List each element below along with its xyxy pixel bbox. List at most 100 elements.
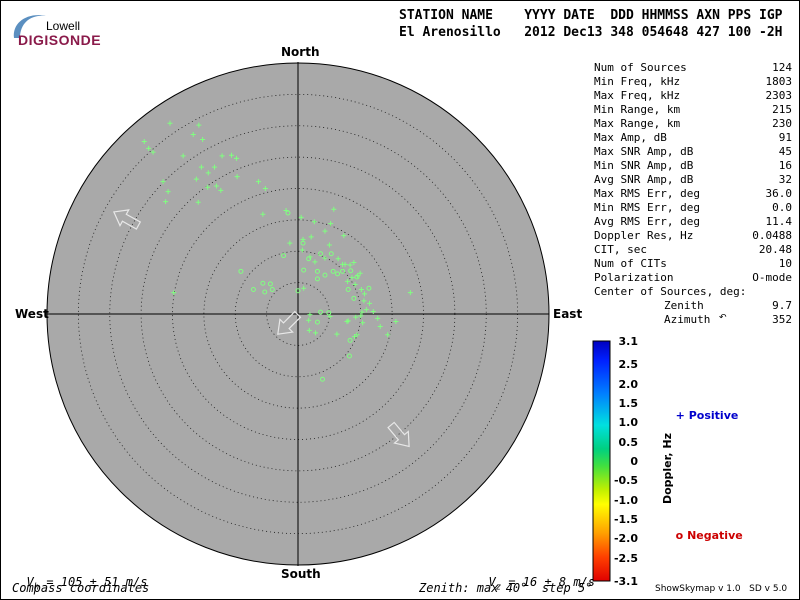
negative-source-marker bbox=[354, 274, 360, 280]
stat-label: Min SNR Amp, dB bbox=[594, 159, 694, 172]
positive-source-marker bbox=[205, 170, 211, 176]
negative-source-marker bbox=[301, 267, 307, 273]
positive-source-marker bbox=[287, 240, 293, 246]
stat-label: Max Range, km bbox=[594, 117, 681, 130]
positive-source-marker bbox=[349, 275, 355, 281]
stat-value: 45 bbox=[778, 145, 792, 158]
stat-label: Max Freq, kHz bbox=[594, 89, 681, 102]
positive-source-marker bbox=[313, 330, 319, 336]
positive-source-marker bbox=[234, 174, 240, 180]
positive-source-marker bbox=[196, 122, 202, 128]
stat-value: 16 bbox=[778, 159, 792, 172]
drift-velocity-arrow bbox=[387, 421, 410, 448]
stat-value: 0.0488 bbox=[752, 229, 792, 242]
stat-label: Max Amp, dB bbox=[594, 131, 667, 144]
stat-value: 215 bbox=[772, 103, 792, 116]
center-of-sources-label: Center of Sources, deg: bbox=[594, 285, 747, 298]
positive-source-marker bbox=[345, 278, 351, 284]
azimuth-value: 352 bbox=[772, 313, 792, 326]
positive-source-marker bbox=[307, 312, 313, 318]
stat-value: 32 bbox=[778, 173, 792, 186]
positive-source-marker bbox=[219, 153, 225, 159]
positive-source-marker bbox=[195, 199, 201, 205]
legend-positive: + Positive bbox=[675, 409, 739, 422]
stat-row: Min RMS Err, deg 0.0 bbox=[594, 201, 792, 215]
stat-label: Num of Sources bbox=[594, 61, 687, 74]
stat-label: Avg SNR Amp, dB bbox=[594, 173, 694, 186]
drift-velocity-arrow bbox=[277, 310, 302, 335]
negative-source-marker bbox=[250, 287, 256, 293]
negative-source-marker bbox=[306, 256, 312, 262]
colorbar-tick-label: 0.5 bbox=[618, 435, 639, 449]
positive-source-marker bbox=[363, 307, 369, 313]
stat-value: O-mode bbox=[752, 271, 792, 284]
positive-source-marker bbox=[362, 291, 368, 297]
negative-source-marker bbox=[328, 251, 334, 257]
stat-value: 124 bbox=[772, 61, 792, 74]
colorbar-tick-label: 2.0 bbox=[618, 377, 639, 391]
positive-source-marker bbox=[322, 228, 328, 234]
positive-source-marker bbox=[306, 317, 312, 323]
legend-negative: o Negative bbox=[675, 529, 743, 542]
negative-source-marker bbox=[269, 287, 275, 293]
stat-row: Polarization O-mode bbox=[594, 271, 792, 285]
stat-row: Avg RMS Err, deg 11.4 bbox=[594, 215, 792, 229]
stat-row: Max RMS Err, deg 36.0 bbox=[594, 187, 792, 201]
positive-source-marker bbox=[205, 184, 211, 190]
negative-source-marker bbox=[348, 268, 354, 274]
header-line-1: STATION NAME YYYY DATE DDD HHMMSS AXN PP… bbox=[399, 8, 783, 23]
colorbar-tick-label: -1.0 bbox=[613, 493, 638, 507]
stat-label: Avg RMS Err, deg bbox=[594, 215, 700, 228]
negative-source-marker bbox=[281, 253, 287, 259]
colorbar-tick-label: -0.5 bbox=[613, 474, 638, 488]
positive-source-marker bbox=[352, 282, 358, 288]
plus-icon: + bbox=[675, 409, 685, 422]
positive-source-marker bbox=[375, 315, 381, 321]
negative-source-marker bbox=[314, 268, 320, 274]
positive-source-marker bbox=[407, 290, 413, 296]
positive-source-marker bbox=[141, 138, 147, 144]
positive-source-marker bbox=[311, 219, 317, 225]
negative-source-marker bbox=[326, 310, 332, 316]
stat-value: 11.4 bbox=[765, 215, 793, 228]
colorbar-tick-label: 1.5 bbox=[618, 396, 639, 410]
stat-label: Min Range, km bbox=[594, 103, 681, 116]
stat-label: CIT, sec bbox=[594, 243, 647, 256]
stat-value: 230 bbox=[772, 117, 792, 130]
stat-row: Max Range, km 230 bbox=[594, 117, 792, 131]
negative-source-marker bbox=[340, 268, 346, 274]
negative-source-marker bbox=[314, 276, 320, 282]
positive-source-marker bbox=[301, 285, 307, 291]
positive-source-marker bbox=[228, 152, 234, 158]
stat-row: Avg SNR Amp, dB 32 bbox=[594, 173, 792, 187]
positive-source-marker bbox=[234, 155, 240, 161]
stat-row: Min Freq, kHz 1803 bbox=[594, 75, 792, 89]
stat-row: Max Amp, dB 91 bbox=[594, 131, 792, 145]
negative-source-marker bbox=[262, 289, 268, 295]
negative-source-marker bbox=[238, 268, 244, 274]
stat-value: 20.48 bbox=[758, 243, 792, 256]
stat-value: 10 bbox=[778, 257, 792, 270]
positive-source-marker bbox=[354, 332, 360, 338]
positive-source-marker bbox=[377, 324, 383, 330]
stat-row: Min Range, km 215 bbox=[594, 103, 792, 117]
positive-source-marker bbox=[361, 298, 367, 304]
stat-value: 91 bbox=[778, 131, 792, 144]
stat-label: Polarization bbox=[594, 271, 674, 284]
negative-source-marker bbox=[285, 210, 291, 216]
positive-source-marker bbox=[262, 186, 268, 191]
positive-source-marker bbox=[328, 221, 334, 227]
stat-value: 0.0 bbox=[772, 201, 792, 214]
positive-source-marker bbox=[353, 314, 359, 320]
colorbar-tick-label: -1.5 bbox=[613, 513, 638, 527]
positive-source-marker bbox=[212, 164, 218, 170]
colorbar-tick-label: 1.0 bbox=[618, 416, 639, 430]
positive-source-marker bbox=[190, 132, 196, 138]
stat-row: Num of Sources 124 bbox=[594, 61, 792, 75]
positive-source-marker bbox=[358, 313, 364, 319]
logo-main-text: DIGISONDE bbox=[18, 32, 102, 48]
stat-value: 1803 bbox=[765, 75, 793, 88]
stat-label: Max RMS Err, deg bbox=[594, 187, 700, 200]
stat-value: 36.0 bbox=[765, 187, 793, 200]
